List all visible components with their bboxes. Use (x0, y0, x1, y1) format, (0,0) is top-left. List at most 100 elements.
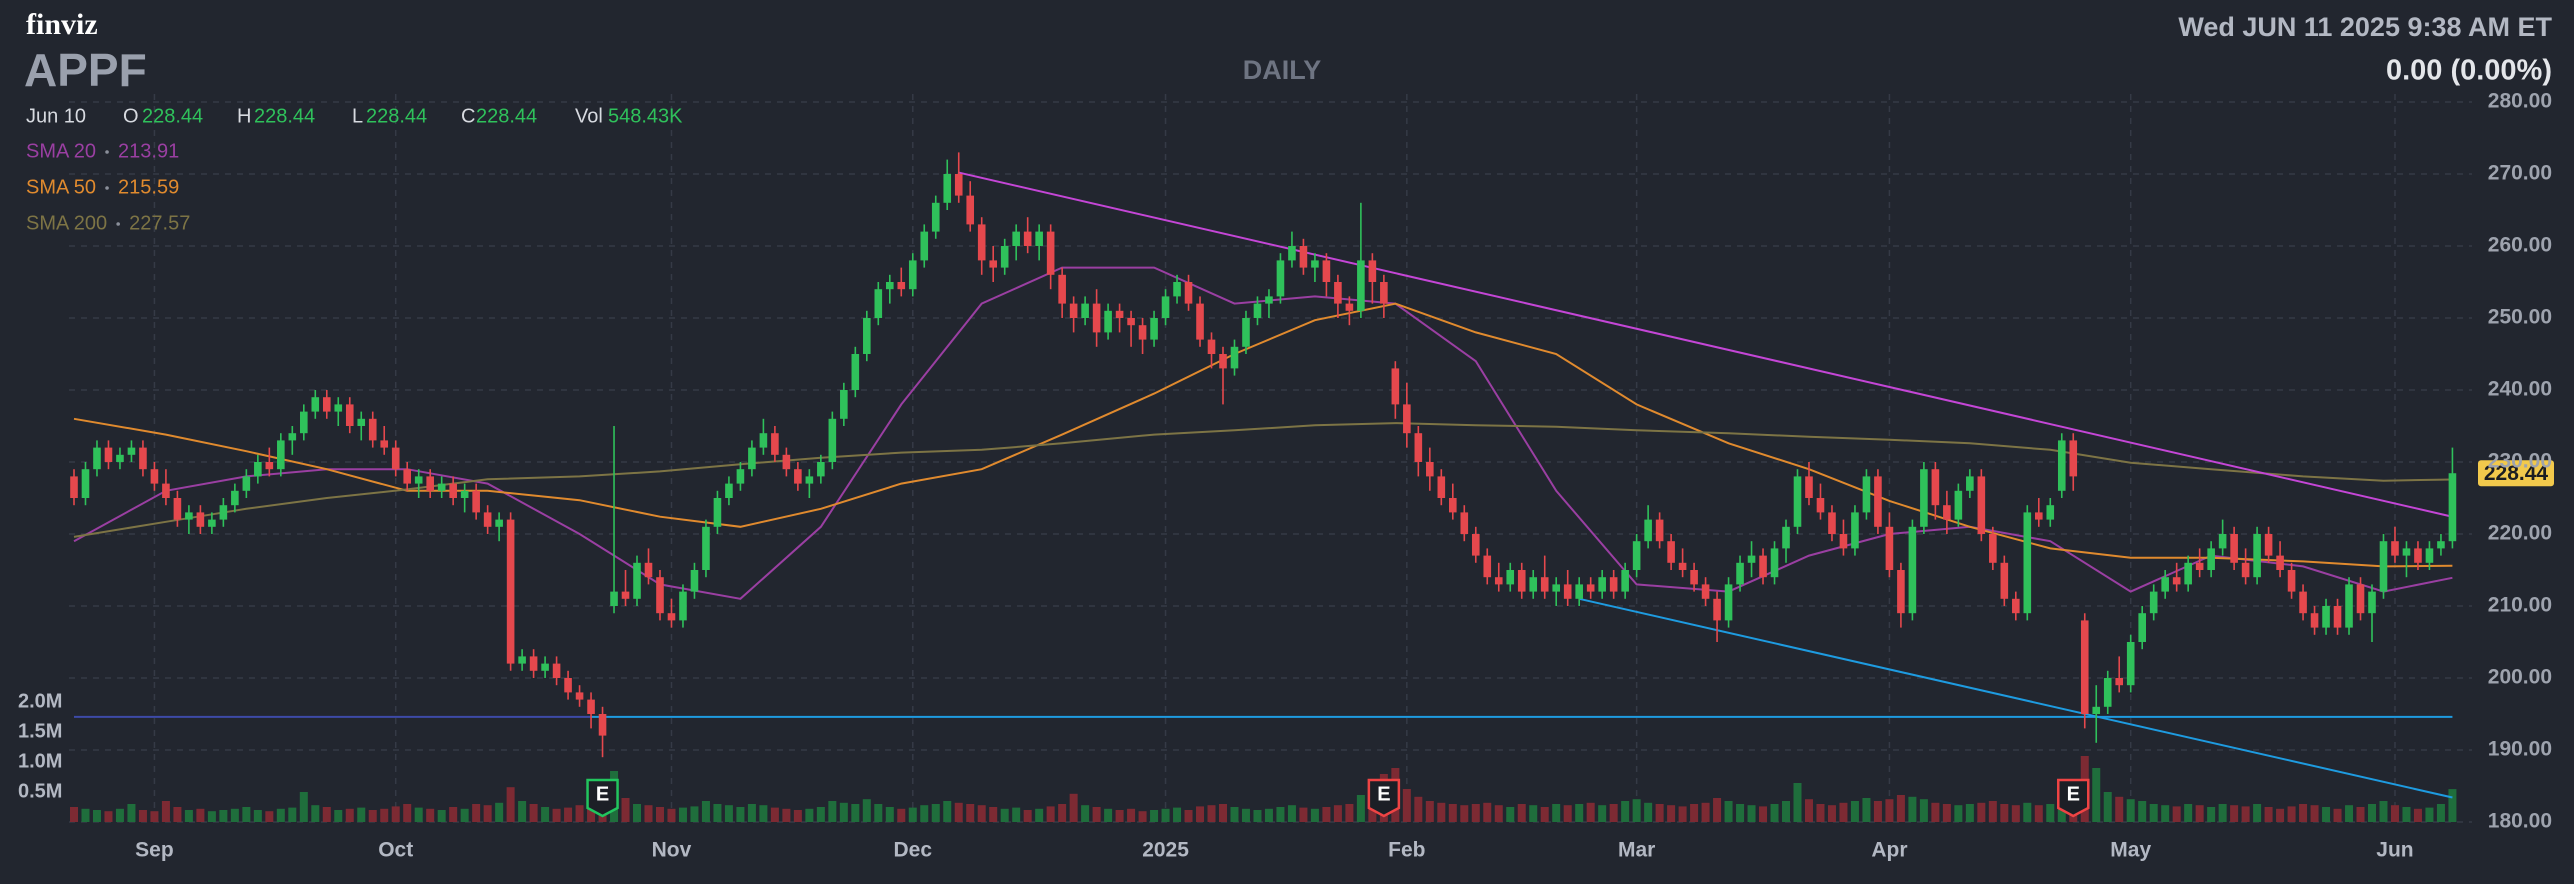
y-tick-label: 180.00 (2488, 810, 2552, 833)
candle-body (541, 663, 549, 671)
volume-bar (575, 805, 584, 822)
y-tick-label: 270.00 (2488, 162, 2552, 185)
candle-body (885, 282, 894, 290)
candle-body (2448, 473, 2457, 542)
earnings-label: E (596, 783, 609, 805)
earnings-badge (586, 778, 619, 818)
ohlc-legend: Jun 10 O 228.44 H 228.44 L 228.44 C 228.… (26, 105, 683, 127)
earnings-marker[interactable]: E (1367, 778, 1401, 818)
candle-body (2345, 584, 2353, 628)
candle-body (1115, 310, 1124, 318)
candle-body (472, 490, 480, 513)
volume-bar (989, 807, 998, 822)
earnings-marker[interactable]: E (586, 778, 619, 818)
candle-body (920, 231, 929, 261)
candle-body (2195, 562, 2204, 570)
candle-body (1793, 476, 1802, 527)
volume-bar (207, 811, 216, 822)
volume-bar (414, 807, 423, 822)
volume-bar (2149, 804, 2158, 822)
volume-bar (724, 805, 733, 822)
volume-bar (495, 802, 504, 822)
candle-body (2402, 548, 2411, 556)
candle-body (1069, 303, 1078, 318)
candle-body (1644, 519, 1652, 542)
volume-bar (1356, 795, 1365, 822)
candle-body (1000, 246, 1009, 268)
candle-body (495, 519, 503, 527)
volume-bar (2436, 804, 2445, 822)
volume-bar (2046, 804, 2055, 822)
volume-bar (1782, 801, 1791, 822)
volume-bar (1678, 806, 1687, 822)
candle-body (1506, 570, 1515, 585)
legend-label: H (237, 105, 251, 127)
candle-body (2333, 606, 2342, 628)
volume-bar (1827, 805, 1836, 822)
candle-body (414, 476, 423, 484)
volume-bar (1437, 802, 1446, 822)
volume-bar (1494, 805, 1503, 822)
x-tick-label: May (2110, 839, 2151, 862)
candle-body (1253, 303, 1262, 318)
volume-bar (437, 810, 446, 822)
candle-body (1426, 462, 1434, 477)
candle-body (2241, 562, 2250, 578)
candle-body (139, 447, 147, 470)
volume-bar (1184, 810, 1193, 822)
volume-bar (2230, 805, 2239, 822)
earnings-marker[interactable]: E (2057, 778, 2090, 818)
candle-body (2149, 591, 2158, 614)
volume-bar (472, 804, 481, 822)
volume-bar (368, 810, 377, 822)
sma-legend-value: 215.59 (118, 176, 179, 198)
candle-body (1540, 577, 1549, 592)
volume-bar (219, 810, 228, 822)
volume-bar (2195, 805, 2204, 822)
candle-body (1931, 469, 1940, 506)
candle-body (1977, 476, 1986, 534)
volume-bar (2345, 805, 2354, 822)
candle-body (265, 462, 274, 470)
candle-body (690, 570, 699, 592)
volume-bar (230, 808, 239, 822)
volume-tick-label: 0.5M (18, 780, 62, 802)
candle-body (1816, 498, 1825, 513)
volume-bar (1264, 808, 1273, 822)
volume-bar (1000, 808, 1009, 822)
earnings-label: E (2067, 783, 2080, 805)
separator-dot (116, 222, 120, 226)
candle-body (989, 260, 997, 268)
volume-bar (2413, 808, 2422, 822)
volume-bar (713, 804, 722, 822)
volume-bar (127, 804, 136, 822)
volume-bar (1644, 802, 1653, 822)
logo[interactable]: finviz (26, 8, 98, 41)
candle-body (127, 447, 136, 455)
candle-body (1391, 368, 1400, 405)
candle-body (1736, 562, 1744, 585)
volume-bar (2034, 805, 2043, 822)
earnings-badge (2057, 778, 2090, 818)
candle-body (162, 483, 170, 498)
candle-body (1724, 584, 1733, 621)
candle-body (2161, 577, 2169, 592)
candle-body (897, 282, 906, 290)
volume-bar (1552, 804, 1561, 822)
volume-bar (1862, 798, 1871, 822)
legend-value: 228.44 (366, 105, 427, 127)
candle-body (863, 318, 871, 354)
candle-body (437, 483, 446, 491)
candle-body (1345, 303, 1354, 311)
y-tick-label: 230.00 (2488, 450, 2552, 473)
volume-bar (1988, 801, 1997, 822)
sma-legend-name: SMA 20 (26, 140, 96, 162)
volume-bar (1310, 808, 1319, 822)
volume-bar (1793, 783, 1802, 822)
volume-bar (2138, 801, 2147, 822)
volume-bar (678, 807, 687, 822)
volume-bar (1345, 804, 1354, 822)
candle-body (2391, 541, 2399, 556)
candle-body (2379, 541, 2388, 592)
